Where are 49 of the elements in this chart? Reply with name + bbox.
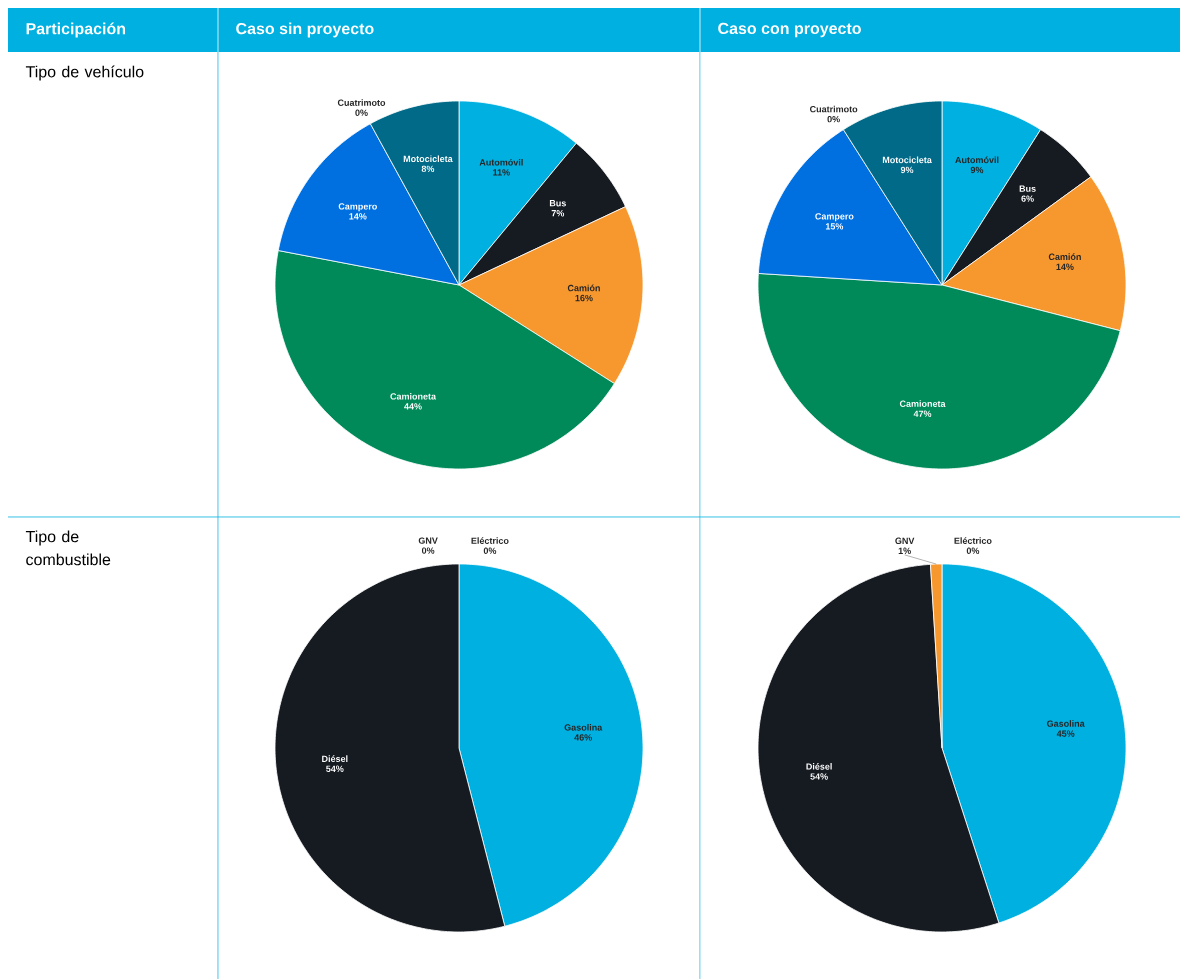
slice-label: Campero (815, 213, 854, 222)
text: Tipo de combustible (25, 530, 111, 566)
category-label: Eléctrico (471, 537, 509, 544)
data-label: 44% (404, 403, 422, 410)
slice-label: Gasolina (1047, 720, 1085, 727)
category-label: Cuatrimoto (810, 105, 858, 113)
slice-label: Motocicleta (882, 156, 932, 164)
data-label: 8% (421, 165, 435, 173)
data-label: 46% (574, 734, 592, 741)
slice-label: Bus (549, 200, 566, 207)
slice-label: Motocicleta (403, 155, 453, 163)
data-label: 14% (349, 213, 367, 220)
slice-label: Diésel (806, 763, 832, 770)
slice-label: Bus (1019, 185, 1036, 192)
data-label: 47% (913, 410, 932, 417)
text: Caso sin proyecto (236, 22, 374, 38)
category-label: GNV (418, 537, 438, 544)
data-label: 6% (1021, 195, 1034, 202)
slice-label: Diésel (322, 755, 348, 762)
data-label: 11% (493, 169, 510, 176)
text: Caso con proyecto (718, 22, 861, 38)
data-label: 45% (1056, 730, 1075, 737)
category-label: Cuatrimoto (337, 99, 386, 106)
slice-label: Gasolina (564, 724, 603, 731)
slice-label: Camioneta (899, 400, 946, 407)
text: 0% (483, 547, 497, 554)
data-label: 1% (898, 547, 911, 554)
slice-label: GNV (895, 537, 915, 544)
slice-label: Automóvil (479, 158, 523, 166)
slice-label: Camión (567, 284, 600, 292)
data-label: 7% (551, 210, 565, 217)
data-label: 9% (970, 166, 984, 174)
data-label: 54% (326, 765, 344, 772)
slice-label: Camión (1048, 253, 1081, 260)
data-label: 54% (810, 773, 828, 780)
text: Participación (26, 22, 126, 38)
data-label: 9% (900, 166, 914, 174)
text: 0% (827, 115, 840, 123)
slice-label: Campero (338, 203, 377, 212)
text: 0% (421, 547, 435, 554)
category-label: Eléctrico (954, 537, 992, 544)
slice-label: Automóvil (955, 156, 999, 164)
text: Tipo de vehículo (25, 65, 144, 81)
text: 0% (966, 547, 980, 554)
data-label: 15% (825, 223, 844, 230)
data-label: 16% (575, 294, 593, 302)
text: 0% (355, 109, 368, 116)
slice-label: Camioneta (390, 392, 437, 400)
data-label: 14% (1056, 263, 1074, 270)
